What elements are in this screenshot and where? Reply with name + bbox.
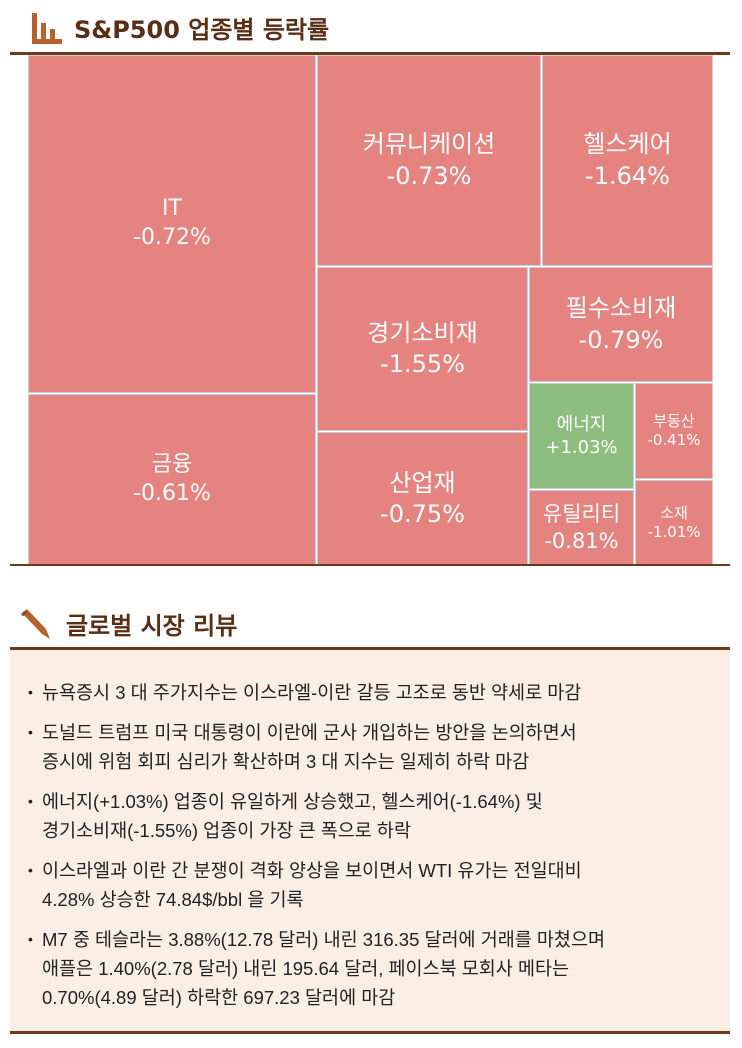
cell-value: +1.03% xyxy=(545,437,618,458)
cell-value: -0.81% xyxy=(544,529,619,553)
treemap-cell: IT -0.72% xyxy=(28,55,316,393)
review-bullets: 뉴욕증시 3 대 주가지수는 이스라엘-이란 갈등 고조로 동반 약세로 마감도… xyxy=(28,678,718,1023)
treemap-cell: 경기소비재 -1.55% xyxy=(317,267,528,431)
bullet-line: 경기소비재(-1.55%) 업종이 가장 큰 폭으로 하락 xyxy=(42,820,411,841)
cell-label: 소재 xyxy=(660,503,688,522)
bullet-line: 뉴욕증시 3 대 주가지수는 이스라엘-이란 갈등 고조로 동반 약세로 마감 xyxy=(42,682,582,703)
cell-value: -1.55% xyxy=(380,350,465,378)
cell-label: 필수소비재 xyxy=(565,294,677,323)
review-bullet: 에너지(+1.03%) 업종이 유일하게 상승했고, 헬스케어(-1.64%) … xyxy=(28,787,718,845)
cell-value: -0.79% xyxy=(578,325,664,354)
treemap-cell: 금융 -0.61% xyxy=(28,394,316,566)
treemap-cell: 부동산 -0.41% xyxy=(635,383,713,479)
treemap-cell: 유틸리티 -0.81% xyxy=(529,490,634,566)
cell-label: 경기소비재 xyxy=(367,318,478,347)
bullet-line: 증시에 위험 회피 심리가 확산하며 3 대 지수는 일제히 하락 마감 xyxy=(42,751,530,772)
bullet-line: 이스라엘과 이란 간 분쟁이 격화 양상을 보이면서 WTI 유가는 전일대비 xyxy=(42,860,582,881)
cell-label: 헬스케어 xyxy=(583,130,672,159)
bar-chart-icon xyxy=(32,12,62,44)
cell-label: 커뮤니케이션 xyxy=(362,130,496,159)
treemap-cell: 필수소비재 -0.79% xyxy=(529,267,713,382)
divider xyxy=(10,564,730,566)
treemap-cell: 산업재 -0.75% xyxy=(317,432,528,566)
cell-value: -1.64% xyxy=(585,161,670,190)
cell-value: -0.75% xyxy=(380,500,465,528)
bullet-line: 4.28% 상승한 74.84$/bbl 을 기록 xyxy=(42,889,304,910)
cell-label: 산업재 xyxy=(389,468,456,497)
cell-label: 금융 xyxy=(151,452,193,478)
section-title-text: 글로벌 시장 리뷰 xyxy=(66,612,238,640)
cell-label: 에너지 xyxy=(556,413,607,435)
review-bullet: 뉴욕증시 3 대 주가지수는 이스라엘-이란 갈등 고조로 동반 약세로 마감 xyxy=(28,678,718,707)
bullet-line: 0.70%(4.89 달러) 하락한 697.23 달러에 마감 xyxy=(42,987,396,1008)
review-bullet: M7 중 테슬라는 3.88%(12.78 달러) 내린 316.35 달러에 … xyxy=(28,925,718,1012)
cell-value: -0.73% xyxy=(386,161,472,190)
cell-value: -0.41% xyxy=(647,431,701,449)
section-title-text: S&P500 업종별 등락률 xyxy=(74,16,330,44)
section-title-sector: S&P500 업종별 등락률 xyxy=(30,10,329,45)
cell-value: -1.01% xyxy=(647,523,701,541)
cell-value: -0.72% xyxy=(133,225,211,250)
divider xyxy=(10,52,730,55)
review-bullet: 도널드 트럼프 미국 대통령이 이란에 군사 개입하는 방안을 논의하면서증시에… xyxy=(28,718,718,776)
treemap-cell: 헬스케어 -1.64% xyxy=(542,55,713,266)
section-title-review: 글로벌 시장 리뷰 xyxy=(18,606,237,641)
treemap-cell: 소재 -1.01% xyxy=(635,480,713,566)
divider xyxy=(10,1031,730,1034)
divider xyxy=(10,647,730,650)
cell-label: 부동산 xyxy=(653,411,695,430)
cell-label: IT xyxy=(162,196,182,222)
review-bullet: 이스라엘과 이란 간 분쟁이 격화 양상을 보이면서 WTI 유가는 전일대비 4… xyxy=(28,856,718,914)
bullet-line: M7 중 테슬라는 3.88%(12.78 달러) 내린 316.35 달러에 … xyxy=(42,929,605,950)
bullet-line: 도널드 트럼프 미국 대통령이 이란에 군사 개입하는 방안을 논의하면서 xyxy=(42,722,577,743)
pen-icon xyxy=(21,608,50,639)
treemap-cell: 커뮤니케이션 -0.73% xyxy=(317,55,541,266)
cell-value: -0.61% xyxy=(133,481,211,506)
cell-label: 유틸리티 xyxy=(542,501,621,526)
treemap-cell: 에너지 +1.03% xyxy=(529,383,634,489)
bullet-line: 에너지(+1.03%) 업종이 유일하게 상승했고, 헬스케어(-1.64%) … xyxy=(42,791,543,812)
bullet-line: 애플은 1.40%(2.78 달러) 내린 195.64 달러, 페이스북 모회… xyxy=(42,958,570,979)
